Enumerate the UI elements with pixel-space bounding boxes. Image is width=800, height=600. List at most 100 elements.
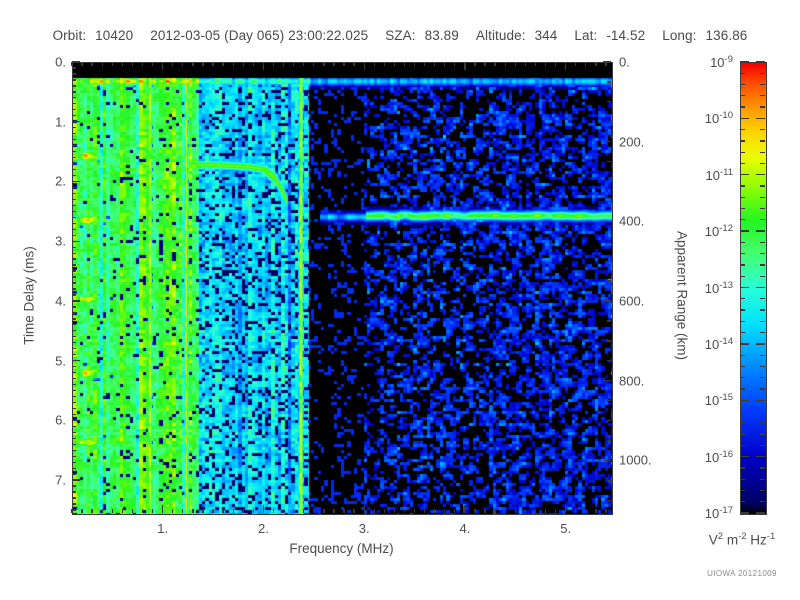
x-axis-minor-tick [544,509,547,513]
colorbar-minor-tick [740,309,745,311]
y-axis-tick-label: 5. [55,353,66,369]
x-axis-minor-tick [222,509,224,513]
x-axis-top-tick [383,62,385,66]
colorbar-minor-tick [740,253,745,255]
x-axis-minor-tick [252,509,254,513]
colorbar-minor-tick [740,501,745,503]
x-axis-top-tick [101,62,103,66]
colorbar-minor-tick [740,241,745,244]
y-axis-major-tick [72,121,80,123]
y2-axis-minor-tick [607,81,611,83]
x-axis-minor-tick [333,509,335,513]
y2-axis-minor-tick [607,180,611,183]
x-axis-minor-tick [242,509,244,513]
y-axis-major-tick [72,479,80,481]
colorbar-major-tick [756,117,765,120]
x-axis-top-tick [454,62,456,66]
x-axis-top-tick [504,62,506,66]
colorbar-minor-tick [740,388,745,390]
colorbar-tick-exponent: -15 [719,392,733,404]
colorbar-minor-tick [740,410,745,413]
x-axis-minor-tick [413,509,416,513]
x-axis-top-tick [202,62,204,66]
y2-axis-minor-tick [607,200,611,203]
colorbar-major-tick [740,343,749,345]
y-axis-minor-tick [72,443,76,445]
y2-axis-major-tick [603,220,611,222]
x-axis-top-tick [333,62,335,66]
colorbar-minor-tick [760,298,765,300]
y2-axis-minor-tick [607,320,611,322]
y-axis-minor-tick [72,97,76,99]
x-axis-minor-tick [131,509,134,513]
x-axis-tick-label: 5. [560,521,572,536]
x-axis-top-tick [252,62,254,66]
colorbar-major-tick [740,455,749,458]
long-label: Long: [662,28,697,43]
x-axis-top-tick [343,62,345,66]
colorbar-minor-tick [740,331,745,334]
y-axis-tick-label: 7. [55,472,66,488]
colorbar-major-tick [740,117,749,120]
x-axis-minor-tick [484,509,486,513]
colorbar-minor-tick [760,388,765,390]
colorbar-tick-exponent: -11 [719,166,733,178]
colorbar-tick-base: 10 [704,506,720,522]
x-axis-top-tick [484,62,486,66]
colorbar-gradient [741,63,766,514]
y-axis-minor-tick [72,210,76,212]
x-axis-top-tick [313,62,315,66]
colorbar-minor-tick [760,410,765,413]
y-axis-major-tick [72,61,80,63]
x-axis-title: Frequency (MHz) [289,541,394,556]
colorbar-tick-label: 10-15 [705,392,733,408]
colorbar-minor-tick [740,219,745,221]
y2-axis-minor-tick [607,360,611,362]
colorbar-tick-exponent: -13 [719,279,733,291]
x-axis-top-tick [131,62,134,66]
y-axis-major-tick [72,300,80,302]
colorbar-tick-label: 10-13 [705,279,733,295]
colorbar-tick-base: 10 [704,280,720,296]
x-axis-tick-label: 4. [459,521,471,536]
y2-axis-minor-tick [607,399,611,402]
colorbar-minor-tick [760,467,765,469]
y2-axis-minor-tick [607,160,611,163]
x-axis-minor-tick [605,509,607,513]
y-axis-minor-tick [72,318,76,320]
colorbar-minor-tick [740,377,745,379]
y-axis-minor-tick [72,133,76,135]
y-axis-minor-tick [72,228,76,230]
colorbar-tick-exponent: -10 [719,110,733,122]
colorbar-minor-tick [760,331,765,334]
x-axis-top-tick [403,62,406,66]
colorbar-major-tick [740,230,749,232]
x-axis-minor-tick [595,509,597,513]
y-axis-minor-tick [72,192,76,195]
x-axis-top-tick [71,62,73,66]
x-axis-top-tick [151,62,154,66]
x-axis-minor-tick [403,509,406,513]
y-axis-tick-label: 0. [55,54,66,70]
x-axis-minor-tick [504,509,506,513]
y-axis-minor-tick [72,73,76,75]
colorbar-minor-tick [740,320,745,322]
x-axis-minor-tick [534,509,537,513]
y-axis-minor-tick [72,425,76,428]
colorbar-major-tick [756,455,765,458]
lat-label: Lat: [574,28,598,43]
colorbar-minor-tick [740,298,745,300]
x-axis-minor-tick [514,509,516,513]
y2-axis-major-tick [603,300,611,302]
colorbar-minor-tick [740,433,745,435]
colorbar-minor-tick [740,422,745,424]
x-axis-major-tick [363,505,365,513]
x-axis-minor-tick [444,509,446,513]
x-axis-top-tick [212,62,214,66]
colorbar-tick-base: 10 [704,449,720,465]
colorbar-minor-tick [760,309,765,311]
colorbar-minor-tick [760,489,765,492]
x-axis-minor-tick [474,509,476,513]
y-axis-minor-tick [72,377,76,380]
